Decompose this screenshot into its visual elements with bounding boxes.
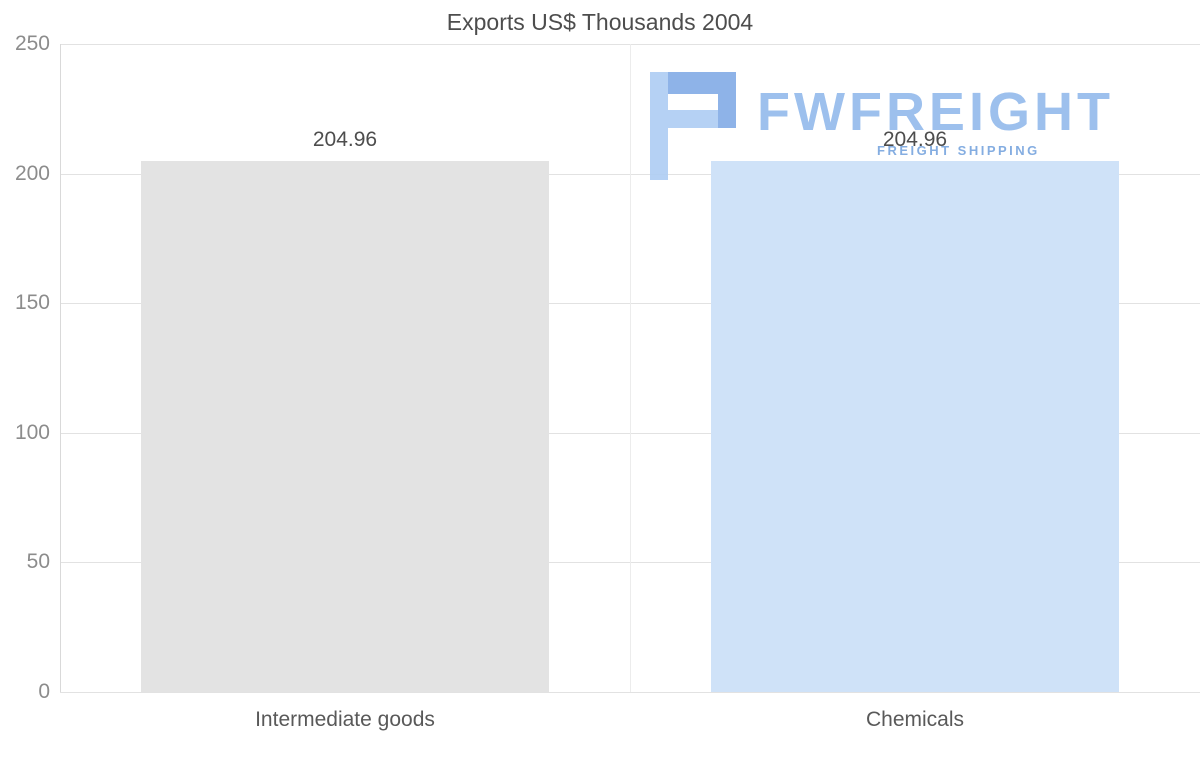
- chart-title: Exports US$ Thousands 2004: [446, 9, 754, 35]
- y-tick-label: 250: [14, 32, 50, 55]
- y-axis-line: [60, 44, 61, 692]
- bar-value-label: 204.96: [312, 127, 378, 151]
- x-axis-label-chemicals: Chemicals: [865, 708, 965, 731]
- y-tick-label: 50: [26, 550, 50, 573]
- plot-area: 204.96 204.96: [60, 44, 1200, 693]
- x-axis-labels: Intermediate goods Chemicals: [60, 708, 1200, 732]
- bar-slot-intermediate-goods: 204.96: [60, 44, 630, 692]
- y-tick-label: 0: [38, 680, 50, 703]
- y-tick-label: 200: [14, 162, 50, 185]
- bar-chemicals: [711, 160, 1119, 692]
- y-tick-label: 100: [14, 421, 50, 444]
- gridline: [60, 692, 1200, 693]
- x-axis-label-intermediate-goods: Intermediate goods: [255, 708, 435, 731]
- bar-intermediate-goods: [141, 160, 549, 692]
- bar-slot-chemicals: 204.96: [630, 44, 1200, 692]
- bar-value-label: 204.96: [882, 127, 948, 151]
- y-tick-label: 150: [14, 291, 50, 314]
- vertical-gridline: [630, 44, 631, 692]
